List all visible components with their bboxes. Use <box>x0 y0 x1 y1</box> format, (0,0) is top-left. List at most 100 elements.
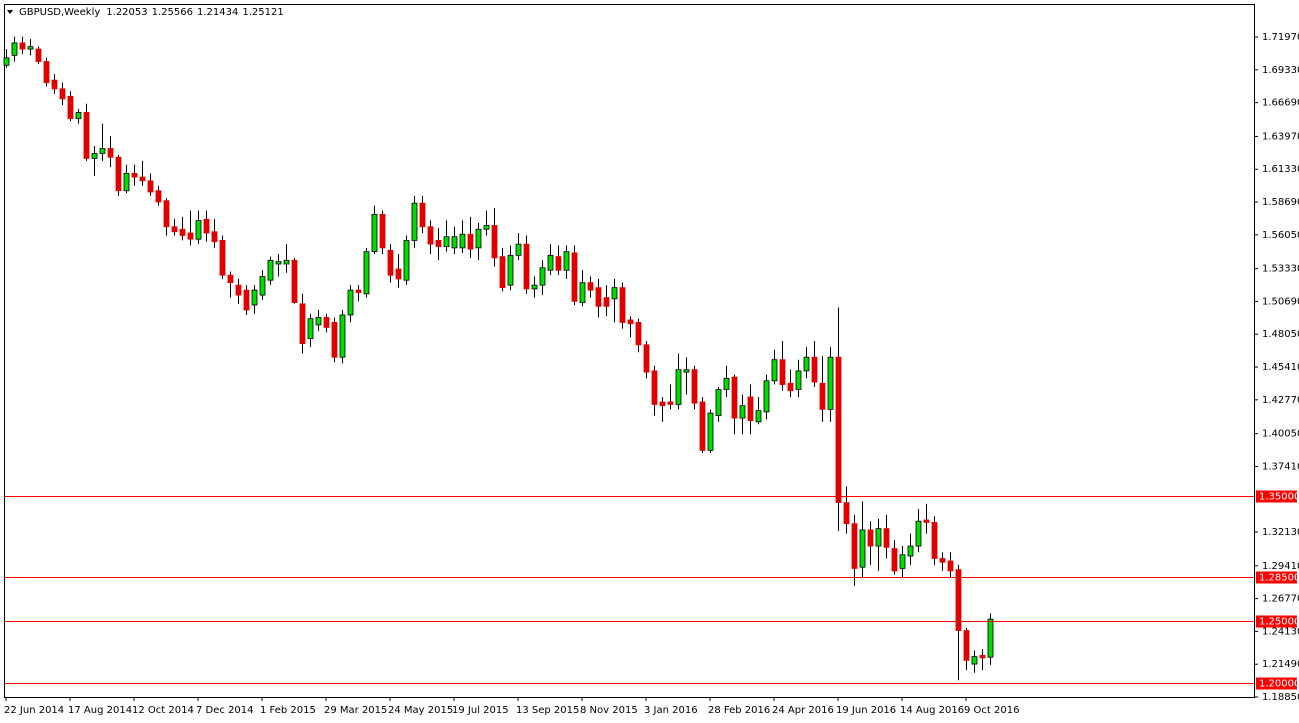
candle-body <box>771 359 778 382</box>
candle-body <box>931 522 938 559</box>
candle-body <box>67 95 74 120</box>
y-tick-label: 1.69330 <box>1262 65 1299 76</box>
candle-body <box>787 382 794 392</box>
candle-body <box>355 289 362 294</box>
candle-body <box>739 405 746 419</box>
x-tick-label: 8 Nov 2015 <box>580 705 638 716</box>
candle-body <box>51 79 58 90</box>
candle-body <box>475 228 482 249</box>
y-tick-label: 1.66690 <box>1262 98 1299 109</box>
y-tick-label: 1.48050 <box>1262 329 1299 340</box>
candle-body <box>27 46 34 50</box>
y-tick-label: 1.56050 <box>1262 230 1299 241</box>
y-tick-label: 1.37410 <box>1262 461 1299 472</box>
symbol: GBPUSD,Weekly <box>19 7 100 18</box>
x-tick-label: 19 Jun 2016 <box>836 705 896 716</box>
candle-body <box>435 240 442 248</box>
candle-body <box>179 228 186 236</box>
candle-body <box>491 225 498 259</box>
y-tick-label: 1.61330 <box>1262 164 1299 175</box>
candle-body <box>971 656 978 665</box>
candle-body <box>235 284 242 296</box>
last-open: 1.22053 <box>106 7 147 18</box>
candle-body <box>443 236 450 248</box>
plot-border <box>4 4 1255 698</box>
candle-body <box>763 380 770 413</box>
menu-arrow[interactable] <box>7 10 13 14</box>
candle-body <box>587 282 594 291</box>
candle-body <box>819 382 826 410</box>
candle-body <box>483 225 490 230</box>
candle-body <box>859 529 866 568</box>
candle-body <box>195 220 202 240</box>
candle-body <box>803 356 810 372</box>
candle-body <box>323 317 330 328</box>
y-tick-label: 1.29410 <box>1262 561 1299 572</box>
candle-body <box>395 268 402 280</box>
candle-body <box>715 389 722 417</box>
candle-body <box>267 259 274 281</box>
candle-body <box>963 630 970 661</box>
candle-body <box>139 176 146 182</box>
candle-body <box>419 202 426 228</box>
x-tick-label: 14 Aug 2016 <box>900 705 964 716</box>
y-tick-label: 1.24130 <box>1262 626 1299 637</box>
candle-body <box>827 356 834 410</box>
candle-body <box>147 180 154 193</box>
level-label-bg <box>1256 615 1297 628</box>
candle-body <box>187 232 194 240</box>
candle-body <box>979 654 986 659</box>
candle-body <box>347 289 354 316</box>
candle-body <box>795 370 802 390</box>
candle-body <box>451 236 458 249</box>
candle-body <box>723 377 730 390</box>
y-tick-label: 1.18850 <box>1262 692 1299 703</box>
candle-body <box>875 528 882 547</box>
candle-body <box>955 569 962 631</box>
candle-body <box>411 202 418 241</box>
candle-body <box>899 554 906 569</box>
candle-body <box>835 356 842 503</box>
candle-body <box>99 148 106 154</box>
candle-body <box>43 61 50 84</box>
candle-body <box>107 148 114 158</box>
chart-header: GBPUSD,Weekly 1.22053 1.25566 1.21434 1.2512… <box>19 7 284 18</box>
candle-body <box>387 249 394 276</box>
y-tick-label: 1.53330 <box>1262 264 1299 275</box>
candle-body <box>563 251 570 271</box>
candle-body <box>203 218 210 234</box>
candle-body <box>811 356 818 383</box>
candle-body <box>275 261 282 265</box>
candle-body <box>283 259 290 265</box>
last-high: 1.25566 <box>152 7 193 18</box>
candle-body <box>523 243 530 290</box>
candle-body <box>747 396 754 421</box>
candle-body <box>115 156 122 192</box>
candle-body <box>851 523 858 569</box>
candle-body <box>515 243 522 256</box>
x-tick-label: 24 May 2015 <box>388 705 453 716</box>
y-tick-label: 1.63970 <box>1262 131 1299 142</box>
candle-body <box>427 226 434 245</box>
candle-body <box>987 618 994 658</box>
candle-body <box>947 560 954 572</box>
y-tick-label: 1.26770 <box>1262 594 1299 605</box>
x-tick-label: 17 Aug 2014 <box>68 705 132 716</box>
candle-body <box>843 502 850 525</box>
candle-body <box>867 529 874 547</box>
candle-body <box>163 200 170 228</box>
level-label: 1.20000 <box>1259 679 1299 690</box>
y-tick-label: 1.45410 <box>1262 362 1299 373</box>
last-close: 1.25121 <box>242 7 283 18</box>
candle-body <box>699 401 706 451</box>
candle-body <box>403 240 410 281</box>
candle-body <box>75 112 82 120</box>
candle-body <box>171 226 178 233</box>
x-tick-label: 3 Jan 2016 <box>644 705 698 716</box>
level-label-bg <box>1256 677 1297 690</box>
candle-body <box>307 318 314 339</box>
candle-body <box>891 548 898 572</box>
candle-body <box>259 276 266 296</box>
last-low: 1.21434 <box>197 7 238 18</box>
candle-body <box>243 289 250 311</box>
